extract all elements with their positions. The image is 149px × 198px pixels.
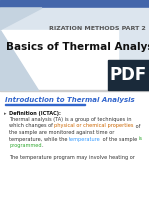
Bar	[5, 104, 85, 105]
Text: programmed: programmed	[9, 143, 42, 148]
Text: Definition (ICTAC):: Definition (ICTAC):	[9, 111, 61, 116]
Text: which changes of: which changes of	[9, 124, 55, 129]
Polygon shape	[0, 30, 38, 90]
Bar	[0, 0, 149, 8]
Text: ▸: ▸	[4, 111, 7, 116]
Polygon shape	[0, 8, 42, 30]
Text: of the sample: of the sample	[101, 136, 139, 142]
Text: of: of	[134, 124, 140, 129]
Text: Basics of Thermal Analysis: Basics of Thermal Analysis	[6, 42, 149, 52]
Text: Thermal analysis (TA) is a group of techniques in: Thermal analysis (TA) is a group of tech…	[9, 117, 132, 122]
Text: the sample are monitored against time or: the sample are monitored against time or	[9, 130, 114, 135]
Bar	[0, 30, 118, 90]
Bar	[0, 90, 149, 91]
Text: The temperature program may involve heating or: The temperature program may involve heat…	[9, 155, 135, 160]
Text: PDF: PDF	[110, 66, 147, 84]
Bar	[0, 8, 149, 90]
Text: RIZATION METHODS PART 2: RIZATION METHODS PART 2	[49, 26, 146, 31]
Bar	[108, 60, 149, 90]
Text: temperature: temperature	[69, 136, 101, 142]
Text: is: is	[139, 136, 143, 142]
Text: physical or chemical properties: physical or chemical properties	[55, 124, 134, 129]
Text: .: .	[42, 143, 43, 148]
Bar	[0, 0, 149, 90]
Text: temperature, while the: temperature, while the	[9, 136, 69, 142]
Bar	[0, 90, 149, 198]
Text: Introduction to Thermal Analysis: Introduction to Thermal Analysis	[5, 97, 135, 103]
